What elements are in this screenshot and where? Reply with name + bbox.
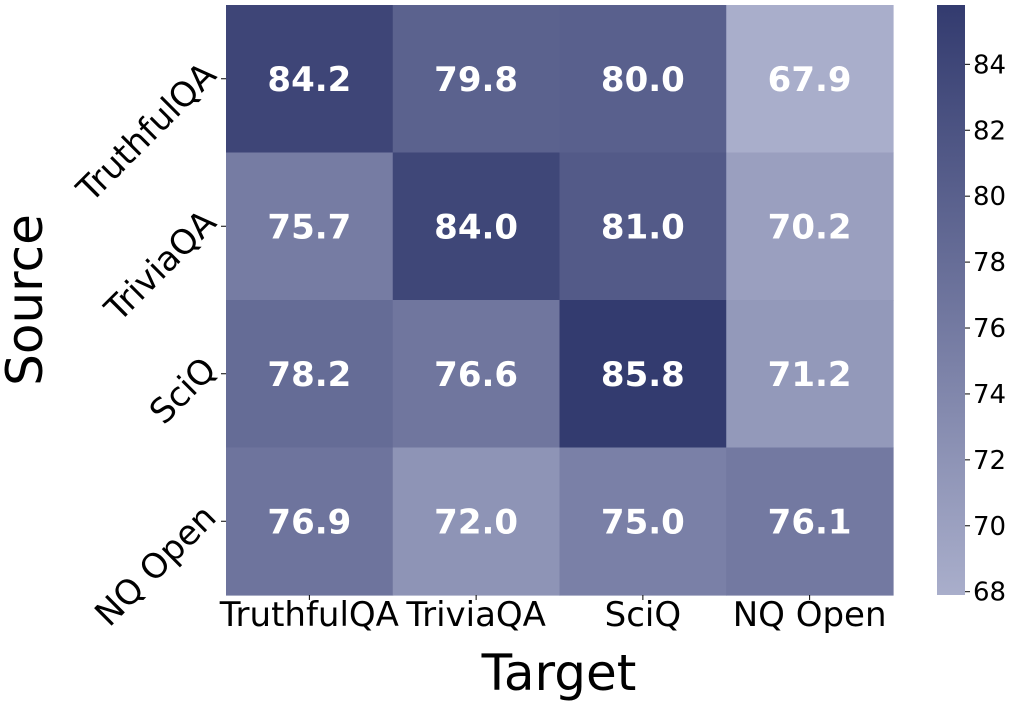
cell-value-label: 70.2 (768, 207, 852, 247)
heatmap-value-labels: 84.2 79.8 80.0 67.9 75.7 84.0 81.0 70.2 78.2 76.6… (267, 60, 851, 543)
heatmap-cell (226, 447, 394, 596)
colorbar-tick-label: 68 (973, 578, 1006, 608)
heatmap-cell (559, 5, 727, 154)
heatmap-cell (559, 447, 727, 596)
y-tick-label: SciQ (142, 350, 224, 432)
cell-value-label: 75.7 (267, 207, 351, 247)
colorbar-tick-label: 72 (973, 446, 1006, 476)
cell-value-label: 84.2 (267, 60, 351, 100)
x-axis-title: Target (481, 644, 637, 702)
x-tick-label: SciQ (605, 595, 681, 635)
heatmap-cells (226, 5, 894, 596)
heatmap-cell (726, 152, 894, 301)
heatmap-cell (559, 152, 727, 301)
heatmap-cell (226, 5, 394, 154)
y-tick-label: TriviaQA (97, 202, 225, 330)
cell-value-label: 78.2 (267, 355, 351, 395)
heatmap-cell (392, 300, 561, 449)
heatmap-cell (226, 300, 394, 449)
y-tick-label: NQ Open (87, 497, 224, 634)
heatmap-cell (559, 300, 727, 449)
cell-value-label: 72.0 (434, 502, 518, 542)
colorbar: 68 70 72 74 76 78 80 82 84 (937, 5, 1006, 608)
heatmap-cell (392, 5, 561, 154)
cell-value-label: 81.0 (601, 207, 685, 247)
cell-value-label: 75.0 (601, 502, 685, 542)
cell-value-label: 80.0 (601, 60, 685, 100)
colorbar-tick-label: 76 (973, 314, 1006, 344)
y-axis-title: Source (0, 214, 54, 386)
colorbar-tick-label: 78 (973, 248, 1006, 278)
colorbar-tick-label: 74 (973, 380, 1006, 410)
cell-value-label: 67.9 (768, 60, 852, 100)
heatmap-cell (726, 300, 894, 449)
cell-value-label: 71.2 (768, 355, 852, 395)
x-tick-label: TriviaQA (405, 595, 546, 635)
cell-value-label: 84.0 (434, 207, 518, 247)
colorbar-tick-label: 80 (973, 182, 1006, 212)
x-axis: TruthfulQA TriviaQA SciQ NQ Open (219, 595, 887, 635)
y-tick-label: TruthfulQA (69, 55, 225, 211)
heatmap-cell (392, 447, 561, 596)
cell-value-label: 76.1 (768, 502, 852, 542)
colorbar-tick-label: 84 (973, 50, 1006, 80)
cell-value-label: 76.9 (267, 502, 351, 542)
colorbar-tick-label: 82 (973, 116, 1006, 146)
colorbar-tick-label: 70 (973, 512, 1006, 542)
cell-value-label: 79.8 (434, 60, 518, 100)
cell-value-label: 76.6 (434, 355, 518, 395)
colorbar-gradient (937, 5, 965, 595)
x-tick-label: TruthfulQA (219, 595, 399, 635)
heatmap-cell (226, 152, 394, 301)
x-tick-label: NQ Open (733, 595, 887, 635)
heatmap-cell (726, 447, 894, 596)
heatmap-cell (392, 152, 561, 301)
heatmap-cell (726, 5, 894, 154)
cell-value-label: 85.8 (601, 355, 685, 395)
